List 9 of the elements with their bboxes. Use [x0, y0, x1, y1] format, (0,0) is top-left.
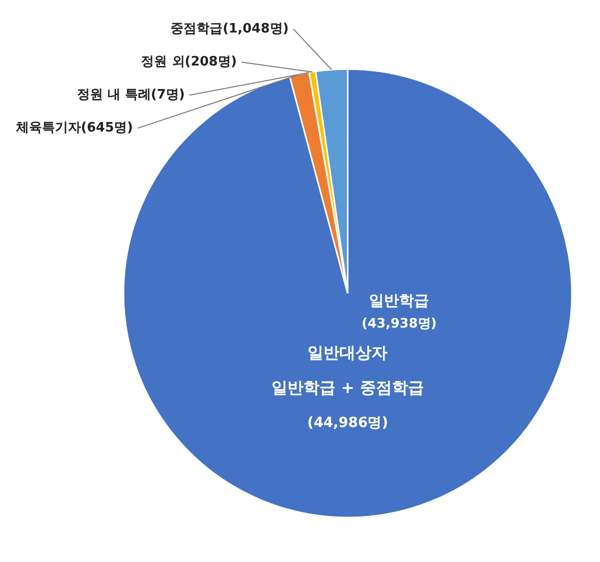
slice-label: 체육특기자(645명) [14, 120, 133, 136]
text: 일반대상자 [308, 342, 388, 362]
slice-label: 중점학급(1,048명) [170, 22, 289, 37]
data-label: (43,938명) [362, 316, 437, 332]
slice-label: 일반학급 [369, 291, 430, 310]
text: 일반학급 + 중점학급 [271, 378, 424, 398]
slice-label: 정원 내 특례(7명) [76, 88, 185, 103]
text: (44,986명) [307, 415, 388, 432]
slice-label: 정원 외(208명) [141, 54, 237, 70]
